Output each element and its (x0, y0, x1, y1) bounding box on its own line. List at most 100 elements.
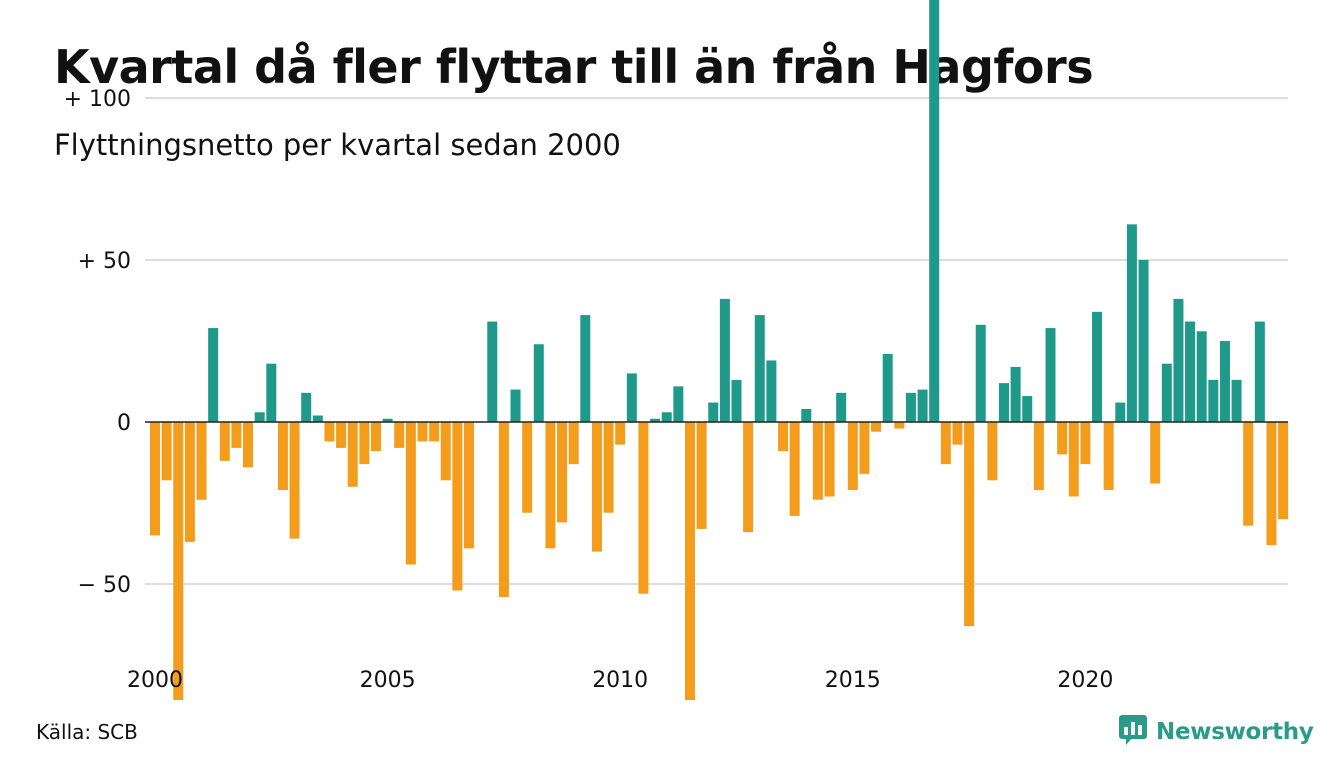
bar (1266, 422, 1277, 546)
bar (440, 422, 451, 481)
bar (533, 344, 544, 422)
bar (173, 422, 184, 700)
bar (487, 321, 498, 422)
x-tick-label: 2020 (1057, 668, 1113, 693)
bar (975, 324, 986, 422)
y-tick-label: 0 (117, 411, 131, 436)
bar (1254, 321, 1265, 422)
bar (1068, 422, 1079, 497)
bar (394, 422, 405, 448)
y-axis-ticks: + 100+ 500− 50−100 (64, 87, 131, 598)
bar (1045, 328, 1056, 422)
bar (1057, 422, 1068, 455)
bar (370, 422, 381, 452)
y-tick-label: + 50 (78, 249, 131, 274)
bar (1161, 363, 1172, 422)
brand-name: Newsworthy (1156, 719, 1314, 745)
chart-subtitle: Flyttningsnetto per kvartal sedan 2000 (54, 128, 621, 162)
bar (464, 422, 475, 549)
bar (545, 422, 556, 549)
bar (952, 422, 963, 445)
bar (603, 422, 614, 513)
brand-logo[interactable]: Newsworthy (1118, 714, 1314, 750)
bar (1243, 422, 1254, 526)
bar (452, 422, 463, 591)
bar (836, 392, 847, 422)
bar (510, 389, 521, 422)
x-tick-label: 2005 (360, 668, 416, 693)
bar (359, 422, 370, 465)
bar (184, 422, 195, 542)
bar (812, 422, 823, 500)
bar (289, 422, 300, 539)
bar (324, 422, 335, 442)
bar (150, 422, 160, 536)
bar (719, 298, 730, 422)
bar (1231, 379, 1242, 422)
bar (661, 412, 672, 422)
bar (998, 383, 1009, 422)
bar (568, 422, 579, 465)
bar (696, 422, 707, 529)
bar (987, 422, 998, 481)
bar (871, 422, 882, 432)
bar (196, 422, 207, 500)
bar (266, 363, 277, 422)
bar (1150, 422, 1161, 484)
bar (382, 418, 393, 422)
bar-chart-speech-bubble-icon (1118, 714, 1148, 750)
bar (964, 422, 975, 627)
bar (615, 422, 626, 445)
bar (1208, 379, 1219, 422)
bar (859, 422, 870, 474)
bar (405, 422, 416, 565)
bar (1115, 402, 1126, 422)
bar (847, 422, 858, 491)
bar (591, 422, 602, 552)
bar (557, 422, 568, 523)
bar (522, 422, 533, 513)
bar (498, 422, 509, 597)
bar (824, 422, 835, 497)
bar (580, 315, 591, 422)
bar (789, 422, 800, 516)
bar (626, 373, 637, 422)
bar (1033, 422, 1044, 491)
bar (894, 422, 905, 429)
bar (347, 422, 358, 487)
bar (801, 409, 812, 422)
x-tick-label: 2015 (825, 668, 881, 693)
bar (1219, 341, 1230, 422)
bar (254, 412, 265, 422)
bar (161, 422, 172, 481)
bars (150, 0, 1289, 700)
bar (1173, 298, 1184, 422)
bar (231, 422, 242, 448)
bar (301, 392, 312, 422)
y-tick-label: + 100 (64, 87, 131, 112)
chart-title: Kvartal då fler flyttar till än från Hag… (54, 40, 1094, 94)
bar (731, 379, 742, 422)
bar (882, 353, 893, 422)
bar (638, 422, 649, 594)
bar (905, 392, 916, 422)
bar (684, 422, 695, 700)
bar (1010, 366, 1021, 422)
bar (1138, 260, 1149, 422)
x-tick-label: 2000 (127, 668, 183, 693)
bar (219, 422, 230, 461)
bar (1103, 422, 1114, 491)
bar (1278, 422, 1289, 520)
bar (1022, 396, 1033, 422)
bar (208, 328, 219, 422)
bar (650, 418, 661, 422)
bar (766, 360, 777, 422)
bar (243, 422, 254, 468)
bar (778, 422, 789, 452)
bar (1196, 331, 1207, 422)
bar (754, 315, 765, 422)
bar (929, 0, 940, 423)
bar (708, 402, 719, 422)
bar (417, 422, 428, 442)
